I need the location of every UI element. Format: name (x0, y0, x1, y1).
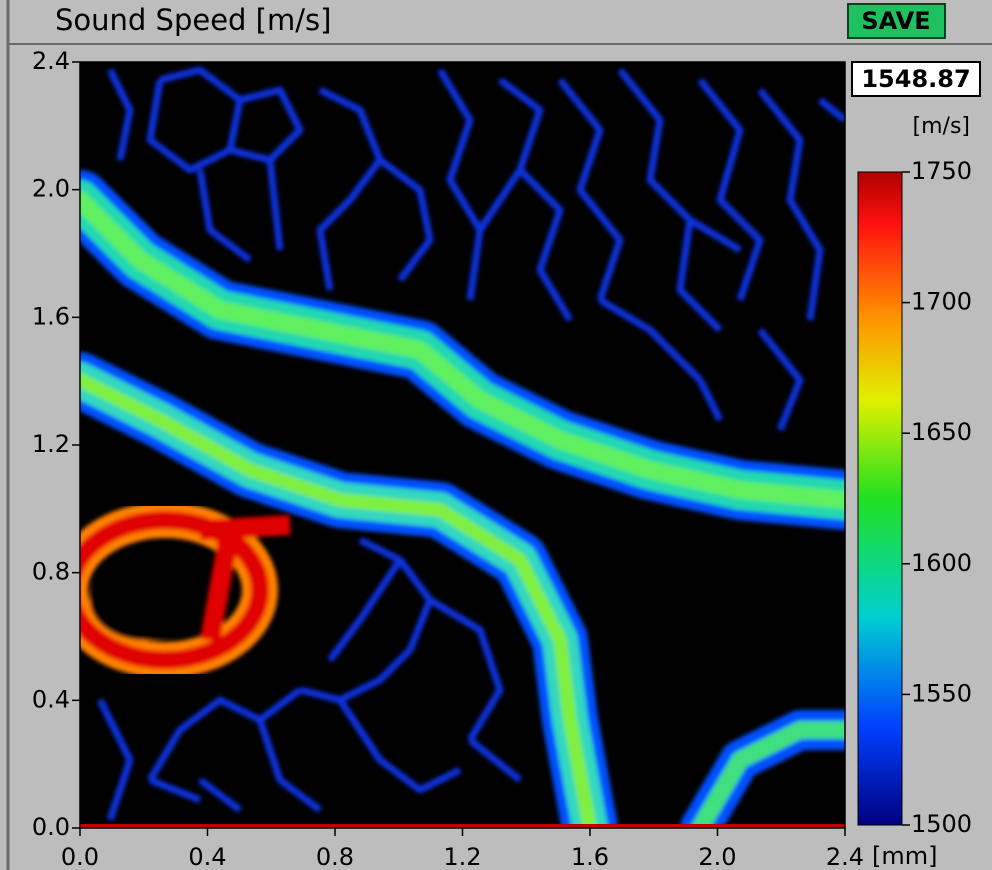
x-tick-label: 2.4 (826, 843, 864, 870)
y-tick-label: 2.0 (32, 175, 70, 203)
colorbar-tick-label: 1650 (911, 418, 972, 446)
colorbar-tick-label: 1750 (911, 157, 972, 185)
readout-unit: [m/s] (913, 114, 970, 139)
colorbar-tick-label: 1550 (911, 679, 972, 707)
sound-speed-panel: Sound Speed [m/s] SAVE 1548. (0, 0, 992, 870)
y-tick-label: 2.4 (32, 47, 70, 75)
y-tick-label: 1.6 (32, 302, 70, 330)
x-tick-label: 0.8 (316, 843, 354, 870)
panel-title: Sound Speed [m/s] (55, 3, 331, 37)
save-button-label[interactable]: SAVE (861, 7, 930, 35)
x-tick-label: 1.2 (443, 843, 481, 870)
colorbar-tick-label: 1600 (911, 549, 972, 577)
save-button[interactable]: SAVE (848, 4, 945, 38)
heatmap-image (70, 62, 845, 828)
colorbar-tick-label: 1700 (911, 288, 972, 316)
x-tick-label: 0.4 (188, 843, 226, 870)
colorbar-tick-label: 1500 (911, 810, 972, 838)
y-tick-label: 0.0 (32, 813, 70, 841)
x-tick-label: 1.6 (571, 843, 609, 870)
readout-value: 1548.87 (861, 65, 970, 93)
colorbar (858, 172, 902, 825)
y-tick-label: 0.8 (32, 558, 70, 586)
y-tick-label: 1.2 (32, 430, 70, 458)
x-tick-label: 2.0 (698, 843, 736, 870)
y-tick-label: 0.4 (32, 685, 70, 713)
x-tick-label: 0.0 (61, 843, 99, 870)
x-unit: [mm] (872, 842, 937, 870)
